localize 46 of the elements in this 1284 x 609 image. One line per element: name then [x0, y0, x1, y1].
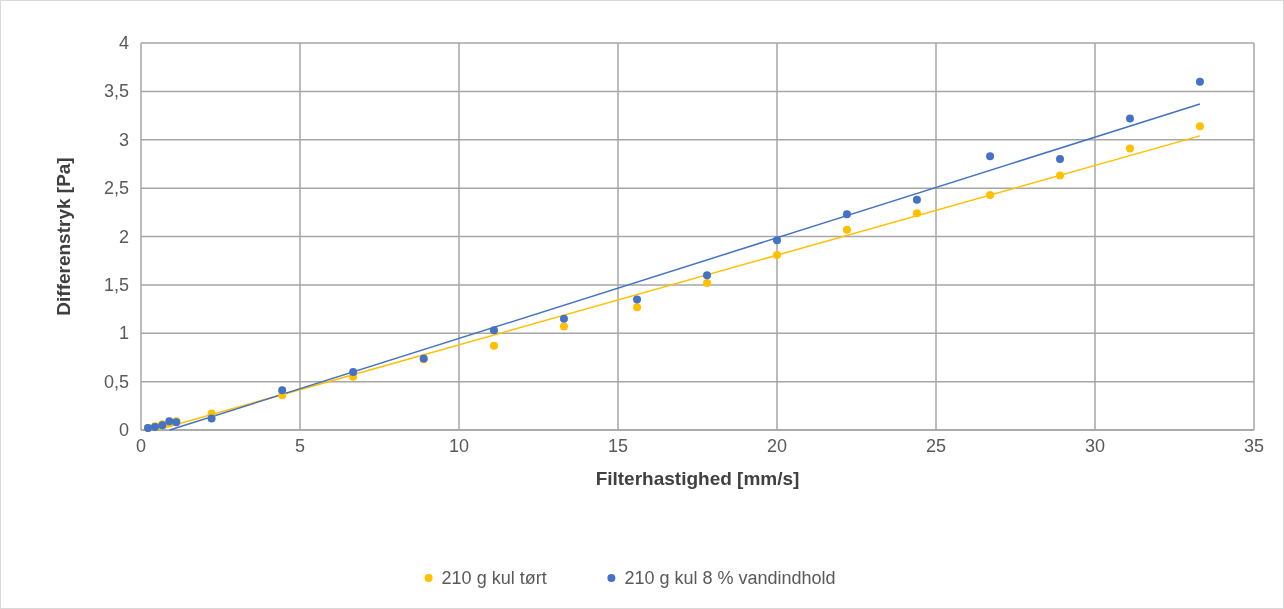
- y-tick-label: 3,5: [103, 81, 129, 102]
- x-tick-label: 25: [925, 436, 947, 456]
- y-axis-title: Differenstryk [Pa]: [53, 157, 74, 316]
- point: [912, 195, 921, 204]
- x-tick-label: 15: [607, 436, 629, 456]
- x-tick-label: 30: [1084, 436, 1106, 456]
- point: [278, 386, 287, 395]
- legend-label: 210 g kul 8 % vandindhold: [624, 568, 836, 588]
- point: [633, 303, 642, 312]
- point: [986, 190, 995, 199]
- point: [703, 278, 712, 287]
- y-tick-label: 2: [118, 226, 129, 247]
- point: [1056, 171, 1065, 180]
- legend-label: 210 g kul tørt: [441, 568, 547, 588]
- point: [633, 295, 642, 304]
- point: [1125, 144, 1134, 153]
- x-tick-label: 5: [294, 436, 306, 456]
- point: [1056, 155, 1065, 164]
- point: [489, 341, 498, 350]
- point: [349, 367, 358, 376]
- point: [1195, 77, 1204, 86]
- y-tick-label: 0,5: [103, 371, 129, 392]
- x-axis-title: Filterhastighed [mm/s]: [595, 468, 800, 489]
- y-tick-label: 3: [118, 129, 129, 150]
- x-tick-label: 0: [135, 436, 147, 456]
- y-tick-label: 0: [118, 420, 129, 440]
- point: [773, 236, 781, 245]
- point: [207, 414, 216, 423]
- point: [489, 326, 498, 335]
- point: [842, 210, 851, 219]
- point: [559, 314, 568, 323]
- point: [1195, 122, 1204, 131]
- x-tick-label: 20: [766, 436, 788, 456]
- point: [703, 271, 712, 280]
- point: [912, 209, 921, 218]
- x-tick-label: 10: [448, 436, 470, 456]
- point: [559, 322, 568, 331]
- y-tick-label: 2,5: [103, 178, 129, 199]
- point: [842, 225, 851, 234]
- point: [773, 250, 781, 259]
- point: [986, 152, 995, 161]
- y-tick-label: 1,5: [103, 274, 129, 295]
- y-tick-label: 4: [118, 33, 129, 53]
- y-tick-label: 1: [118, 323, 129, 344]
- point: [1125, 114, 1134, 123]
- x-tick-label: 35: [1243, 436, 1265, 456]
